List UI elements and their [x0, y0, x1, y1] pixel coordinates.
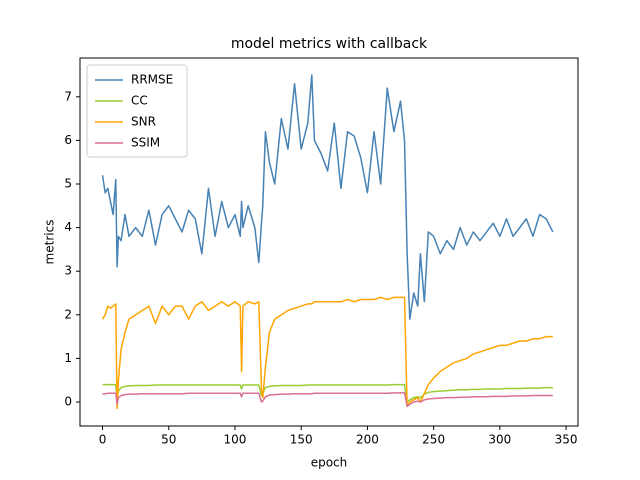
- y-tick-label: 1: [64, 351, 72, 365]
- series-line: [101, 296, 553, 410]
- series-line: [102, 383, 553, 403]
- legend-label: RRMSE: [131, 73, 173, 87]
- plot-frame: [79, 57, 579, 427]
- y-tick-label: 2: [64, 307, 72, 321]
- legend-label: SSIM: [131, 136, 160, 150]
- x-tick-label: 100: [224, 433, 247, 447]
- x-tick-label: 50: [161, 433, 176, 447]
- y-tick-label: 4: [64, 220, 72, 234]
- legend-label: SNR: [131, 115, 156, 129]
- series-line: [102, 392, 553, 408]
- x-tick-label: 300: [488, 433, 511, 447]
- y-tick-label: 6: [64, 133, 72, 147]
- x-axis-label: epoch: [311, 456, 348, 470]
- x-tick-label: 350: [555, 433, 578, 447]
- legend-box: [86, 64, 188, 158]
- y-tick-label: 3: [64, 264, 72, 278]
- y-tick-label: 5: [64, 177, 72, 191]
- x-tick-label: 200: [356, 433, 379, 447]
- x-tick-label: 250: [422, 433, 445, 447]
- y-axis-label: metrics: [43, 220, 57, 265]
- x-tick-label: 0: [99, 433, 107, 447]
- legend-label: CC: [131, 94, 148, 108]
- y-tick-label: 7: [64, 89, 72, 103]
- y-tick-label: 0: [64, 395, 72, 409]
- series-line: [101, 74, 554, 320]
- x-tick-label: 150: [290, 433, 313, 447]
- chart-title: model metrics with callback: [231, 36, 428, 52]
